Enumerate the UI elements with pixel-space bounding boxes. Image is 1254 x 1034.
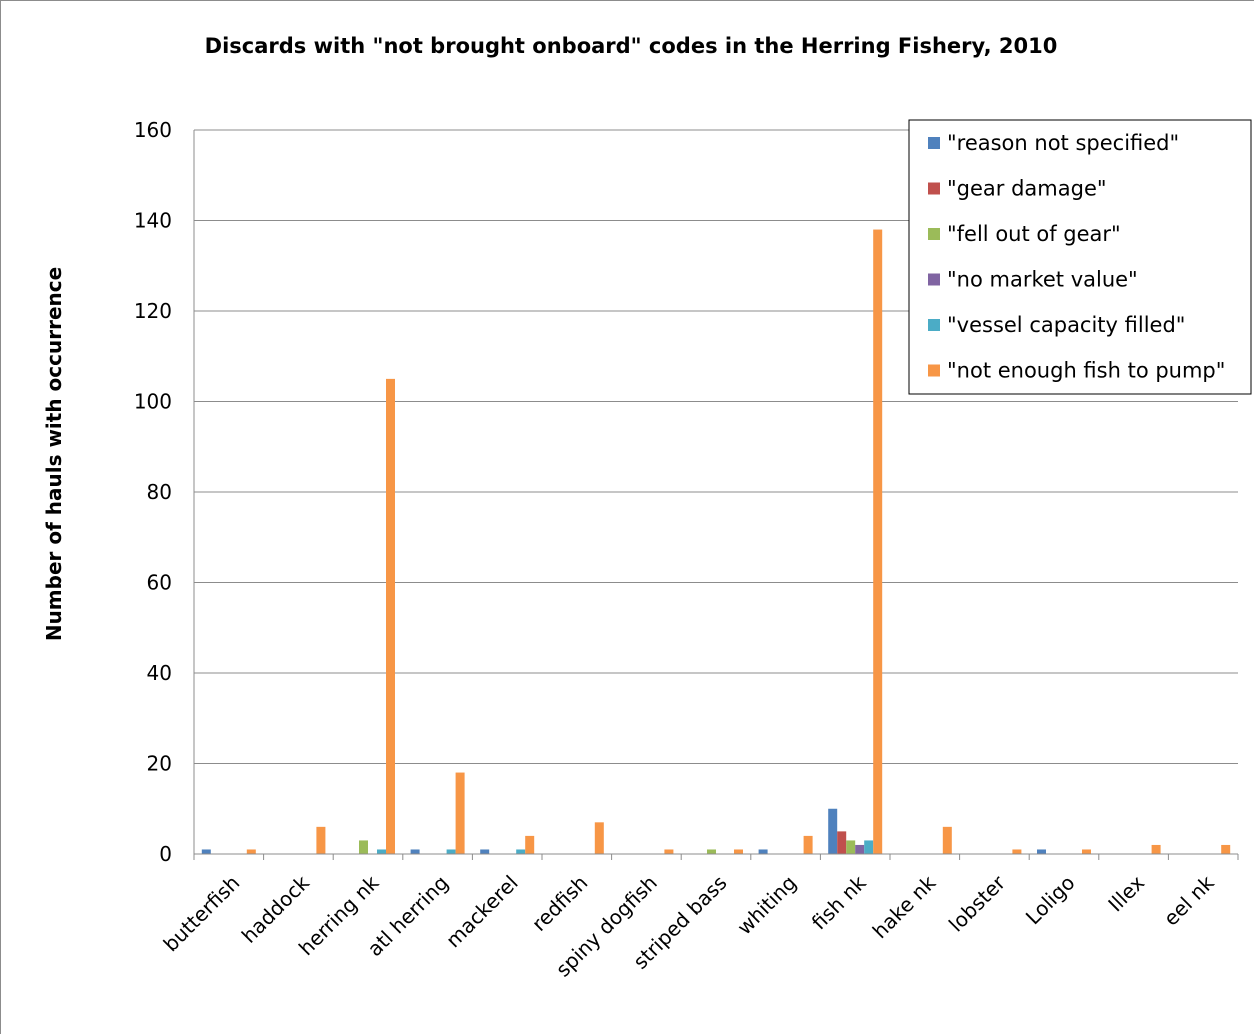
bar	[246, 849, 256, 854]
legend-entry: "no market value"	[947, 268, 1138, 292]
bar	[1012, 849, 1022, 854]
bar	[855, 844, 865, 854]
bar	[803, 835, 813, 854]
y-tick-label: 60	[147, 571, 172, 595]
x-tick-label: hake nk	[868, 870, 941, 943]
bar	[707, 849, 716, 854]
bar	[828, 808, 838, 854]
legend-swatch	[928, 273, 940, 286]
y-tick-label: 140	[134, 209, 172, 233]
bar	[525, 835, 535, 854]
bar	[386, 378, 395, 854]
bar	[316, 826, 326, 854]
bar	[480, 849, 490, 854]
legend-swatch	[928, 182, 940, 195]
x-tick-label: Illex	[1103, 870, 1149, 916]
bar	[1221, 844, 1231, 854]
legend-swatch	[928, 319, 940, 331]
grid-layer	[194, 129, 1238, 764]
bar	[734, 849, 743, 854]
y-tick-label: 160	[134, 118, 172, 142]
bar	[837, 831, 847, 854]
bar	[455, 772, 465, 854]
y-tick-label: 0	[159, 842, 172, 866]
y-tick-label: 120	[134, 299, 172, 323]
bar	[516, 849, 526, 854]
legend-swatch	[928, 364, 940, 377]
x-tick-label: whiting	[732, 871, 801, 940]
x-tick-label: mackerel	[441, 871, 523, 953]
bar	[410, 849, 420, 854]
legend-entry: "not enough fish to pump"	[947, 359, 1225, 383]
legend-swatch	[928, 228, 940, 240]
legend-entry: "reason not specified"	[947, 131, 1179, 155]
bar	[942, 826, 952, 854]
legend-box	[908, 119, 1252, 395]
x-tick-label: redfish	[527, 871, 592, 936]
x-tick-label: eel nk	[1159, 870, 1219, 930]
bar	[873, 229, 883, 855]
x-tick-label: fish nk	[807, 870, 871, 934]
bar	[846, 840, 856, 854]
bar	[594, 822, 604, 854]
y-axis-label: Number of hauls with occurrence	[42, 267, 66, 641]
x-tick-label: Loligo	[1021, 871, 1080, 930]
axis-layer	[193, 130, 1239, 860]
x-tick-label: lobster	[944, 870, 1011, 937]
y-tick-labels: 0 20 40 60 80 100 120 140 160	[134, 118, 172, 866]
bars-layer	[201, 229, 1231, 855]
bar	[1151, 844, 1161, 854]
chart-title: Discards with "not brought onboard" code…	[205, 34, 1058, 58]
legend-entry: "gear damage"	[947, 177, 1107, 201]
bar	[377, 849, 386, 854]
x-tick-label: butterfish	[159, 871, 245, 957]
bar	[201, 849, 211, 854]
bar	[1037, 849, 1046, 854]
y-tick-label: 100	[134, 390, 172, 414]
bar	[446, 849, 456, 854]
legend: "reason not specified" "gear damage" "fell…	[908, 119, 1252, 395]
y-tick-label: 80	[147, 480, 172, 504]
y-tick-label: 20	[147, 752, 172, 776]
bar	[864, 840, 874, 854]
y-tick-label: 40	[147, 661, 172, 685]
bar	[359, 840, 368, 854]
legend-swatch	[928, 137, 940, 149]
legend-entry: "fell out of gear"	[947, 222, 1121, 246]
legend-entry: "vessel capacity filled"	[947, 313, 1185, 337]
bar	[758, 849, 768, 854]
bar	[1082, 849, 1091, 854]
bar	[664, 849, 674, 854]
